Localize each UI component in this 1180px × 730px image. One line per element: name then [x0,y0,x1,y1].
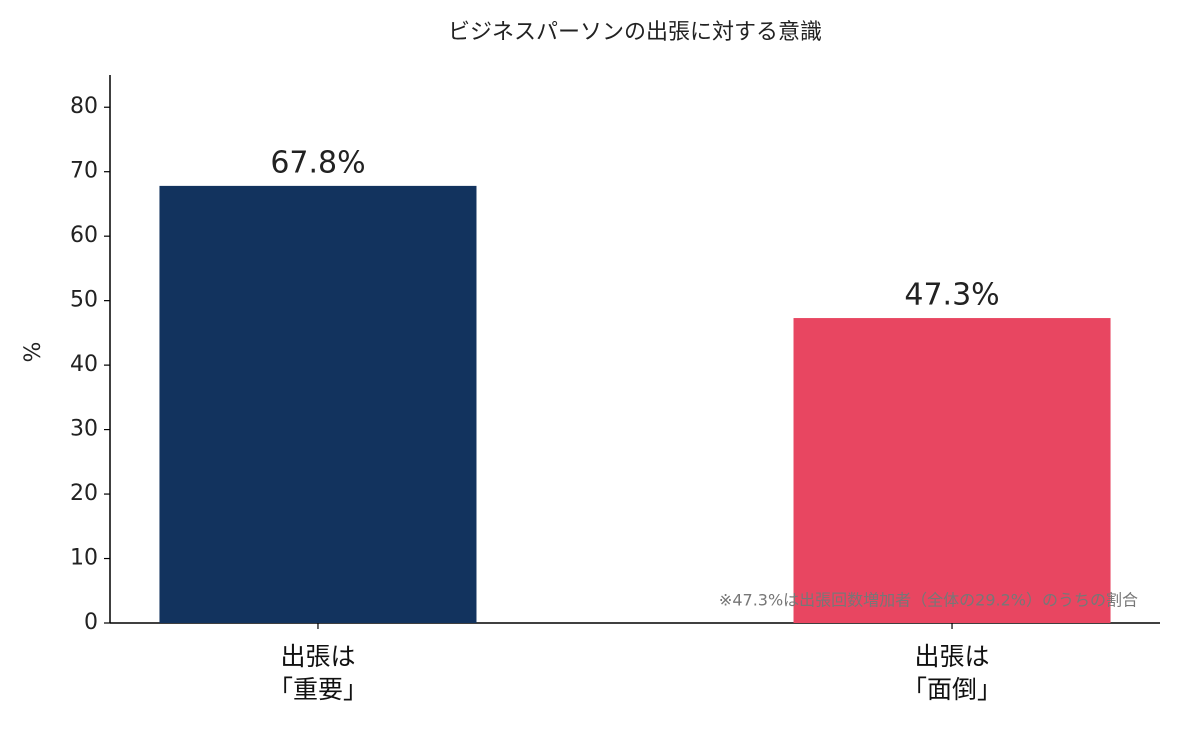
bar [793,318,1111,623]
y-tick-label: 80 [70,94,98,119]
y-tick-label: 20 [70,481,98,506]
x-tick-label: 出張は 「面倒」 [902,642,1003,704]
bar [159,185,477,623]
chart-title: ビジネスパーソンの出張に対する意識 [448,20,822,45]
annotation: ※47.3%は出張回数増加者（全体の29.2%）のうちの割合 [719,591,1138,610]
y-tick-label: 30 [70,417,98,442]
y-tick-label: 70 [70,159,98,184]
y-tick-label: 50 [70,288,98,313]
y-tick-label: 60 [70,223,98,248]
value-label: 47.3% [904,278,999,313]
y-tick-label: 0 [84,610,98,635]
value-label: 67.8% [270,145,365,180]
y-tick-label: 10 [70,546,98,571]
y-axis-label: % [21,342,46,363]
y-tick-label: 40 [70,352,98,377]
x-tick-label: 出張は 「重要」 [267,642,368,704]
